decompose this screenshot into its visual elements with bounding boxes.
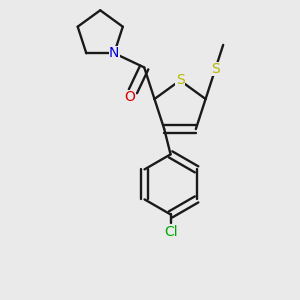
Text: Cl: Cl (164, 225, 177, 239)
Text: N: N (109, 46, 119, 60)
Text: S: S (176, 74, 184, 87)
Text: O: O (124, 91, 135, 104)
Text: S: S (211, 62, 220, 76)
